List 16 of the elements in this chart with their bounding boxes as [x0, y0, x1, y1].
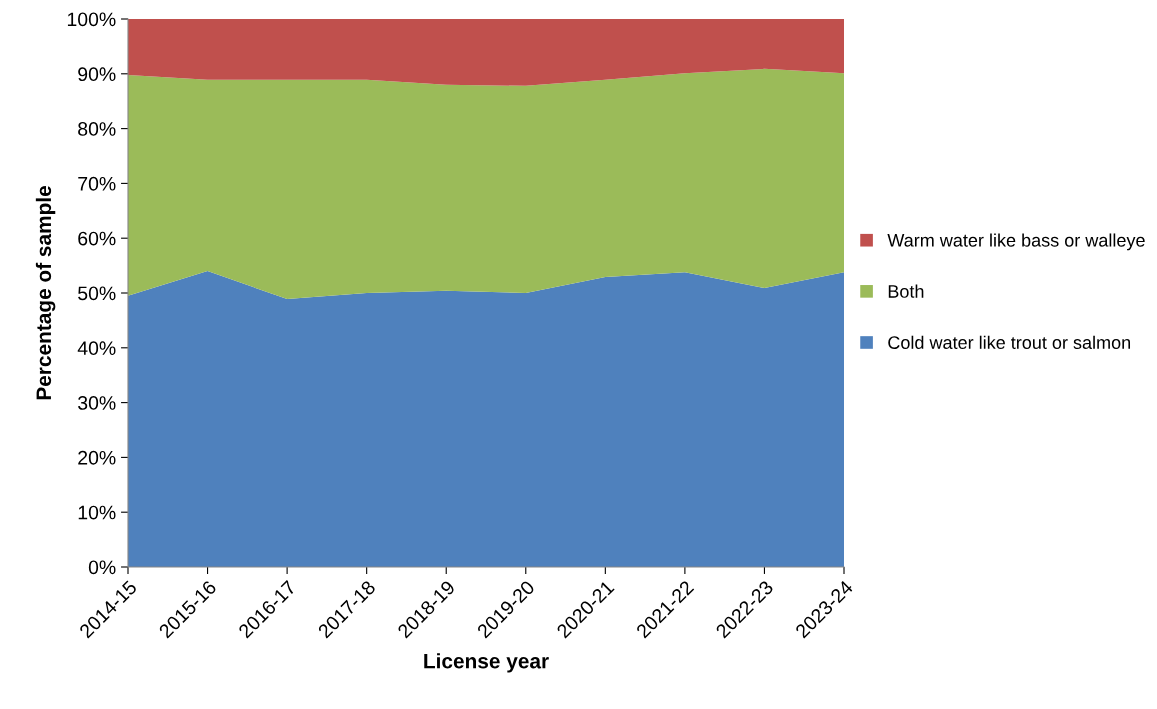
y-tick-label: 80%: [78, 122, 116, 136]
y-tick-label: 40%: [77, 341, 116, 356]
legend-label: Both: [888, 284, 924, 298]
y-tick-label: 30%: [78, 396, 116, 410]
y-tick-label: 100%: [67, 12, 116, 27]
y-tick-label: 20%: [78, 450, 116, 465]
y-tick-label: 0%: [88, 560, 116, 575]
x-axis-title: License year: [424, 653, 549, 673]
y-tick-label: 50%: [78, 286, 116, 301]
legend-label: Cold water like trout or salmon: [888, 335, 1131, 349]
y-tick-label: 60%: [78, 231, 116, 246]
y-axis-title: Percentage of sample: [35, 186, 56, 400]
legend-label: Warm water like bass or walleye: [887, 233, 1145, 251]
y-tick-label: 90%: [78, 67, 116, 82]
y-tick-label: 10%: [78, 505, 116, 520]
y-tick-label: 70%: [78, 176, 116, 191]
